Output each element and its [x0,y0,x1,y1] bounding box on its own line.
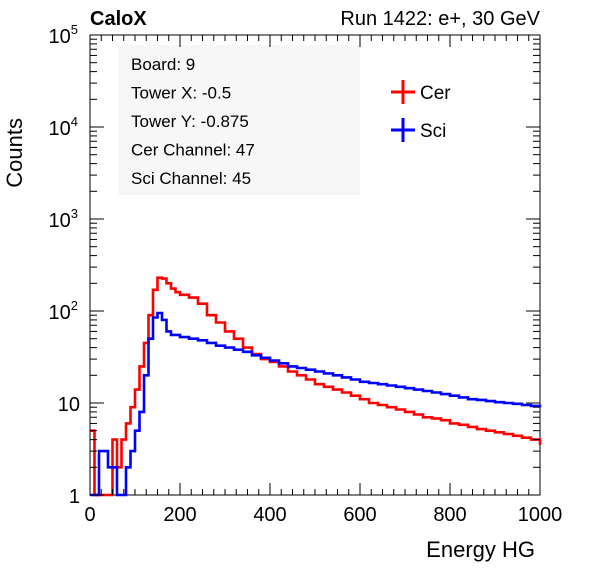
y-tick-label: 104 [49,114,78,140]
legend: Cer Sci [391,80,451,142]
legend-label-cer: Cer [420,83,451,104]
info-box-line: Sci Channel: 45 [131,169,251,188]
series-layer [90,276,542,497]
y-tick-label: 105 [49,22,78,48]
chart-title-right: Run 1422: e+, 30 GeV [340,8,540,30]
info-box-line: Tower Y: -0.875 [131,112,249,131]
y-tick-label: 1 [69,486,80,508]
y-tick-label: 103 [49,206,78,232]
x-tick-label: 1000 [518,504,563,526]
x-axis-label: Energy HG [426,537,535,562]
x-tick-label: 800 [433,504,466,526]
info-box-line: Tower X: -0.5 [131,84,231,103]
y-tick-label: 10 [58,394,80,416]
y-axis: 1 10 102 103 104 105 [49,22,540,508]
info-box-bg [118,45,360,195]
info-box-line: Board: 9 [131,55,195,74]
info-box: Board: 9 Tower X: -0.5 Tower Y: -0.875 Cer … [118,45,360,195]
x-tick-label: 600 [343,504,376,526]
chart-title-left: CaloX [90,8,147,30]
x-axis: 0 200 400 600 800 1000 [84,35,562,526]
info-box-line: Cer Channel: 47 [131,141,255,160]
series-sci-line [90,311,542,497]
x-tick-label: 200 [163,504,196,526]
legend-label-sci: Sci [420,121,446,142]
series-cer-line [90,276,542,497]
x-tick-label: 400 [253,504,286,526]
x-tick-label: 0 [84,504,95,526]
y-tick-label: 102 [49,298,78,324]
y-axis-label: Counts [2,118,27,188]
